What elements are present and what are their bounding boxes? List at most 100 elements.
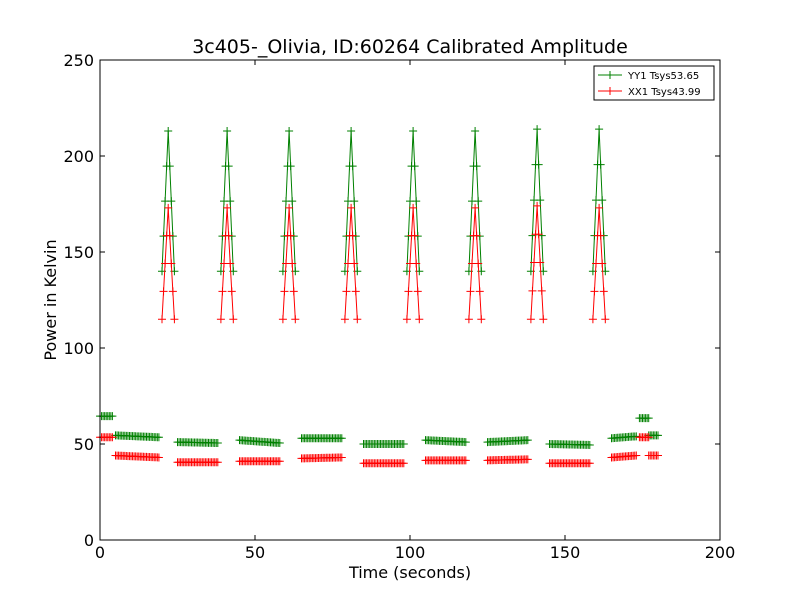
legend-label: YY1 Tsys53.65 bbox=[627, 71, 699, 82]
data-point bbox=[595, 203, 604, 212]
data-point bbox=[654, 451, 662, 460]
series-yy1 bbox=[96, 125, 662, 449]
data-point bbox=[275, 439, 284, 448]
data-point bbox=[285, 203, 294, 212]
data-point bbox=[164, 127, 173, 136]
data-point bbox=[340, 315, 349, 324]
data-point bbox=[350, 197, 359, 206]
data-point bbox=[164, 203, 173, 212]
data-point bbox=[167, 197, 176, 206]
data-point bbox=[229, 315, 238, 324]
data-point bbox=[399, 459, 408, 468]
data-point bbox=[533, 201, 542, 210]
plot-area: 0 50 100 150 200 0 50 100 150 200 250 bbox=[63, 51, 735, 562]
legend-box bbox=[593, 65, 715, 101]
data-point bbox=[350, 259, 359, 268]
data-point bbox=[474, 259, 483, 268]
data-point bbox=[351, 287, 360, 296]
chart-title: 3c405-_Olivia, ID:60264 Calibrated Ampli… bbox=[192, 36, 628, 58]
data-point bbox=[410, 162, 419, 171]
data-point bbox=[526, 315, 535, 324]
x-tick-label: 50 bbox=[245, 543, 265, 562]
data-point bbox=[409, 127, 418, 136]
data-point bbox=[466, 287, 475, 296]
x-tick-label: 0 bbox=[95, 543, 105, 562]
data-point bbox=[599, 287, 608, 296]
data-point bbox=[412, 259, 421, 268]
data-point bbox=[472, 231, 481, 240]
data-point bbox=[471, 203, 480, 212]
y-tick-label: 0 bbox=[84, 531, 94, 550]
data-point bbox=[165, 231, 174, 240]
data-point bbox=[537, 286, 546, 295]
data-point bbox=[598, 196, 607, 205]
data-point bbox=[348, 231, 357, 240]
data-point bbox=[533, 125, 542, 134]
data-point bbox=[601, 315, 610, 324]
data-point bbox=[170, 315, 179, 324]
data-point bbox=[472, 162, 481, 171]
tick-layer: 0 50 100 150 200 0 50 100 150 200 250 bbox=[63, 51, 735, 562]
data-point bbox=[278, 315, 287, 324]
data-point bbox=[286, 162, 295, 171]
data-point bbox=[402, 315, 411, 324]
legend-marker bbox=[606, 87, 614, 95]
data-point bbox=[539, 315, 548, 324]
data-point bbox=[285, 127, 294, 136]
data-point bbox=[213, 458, 222, 467]
data-point bbox=[348, 162, 357, 171]
data-point bbox=[337, 453, 346, 462]
data-point bbox=[226, 259, 235, 268]
data-point bbox=[223, 203, 232, 212]
data-point bbox=[471, 127, 480, 136]
data-point bbox=[536, 196, 545, 205]
data-point bbox=[588, 315, 597, 324]
data-point bbox=[644, 414, 653, 423]
data-point bbox=[224, 231, 233, 240]
series-xx1 bbox=[96, 201, 662, 468]
legend: YY1 Tsys53.65 XX1 Tsys43.99 bbox=[593, 65, 715, 101]
y-tick-label: 200 bbox=[63, 147, 94, 166]
data-point bbox=[108, 433, 117, 442]
data-point bbox=[534, 230, 543, 239]
data-point bbox=[289, 287, 298, 296]
data-point bbox=[286, 231, 295, 240]
data-point bbox=[464, 315, 473, 324]
x-axis-label: Time (seconds) bbox=[348, 563, 471, 582]
data-point bbox=[159, 287, 168, 296]
data-point bbox=[596, 160, 605, 169]
x-tick-label: 200 bbox=[705, 543, 736, 562]
data-point bbox=[596, 231, 605, 240]
data-point bbox=[590, 287, 599, 296]
legend-marker bbox=[606, 71, 614, 79]
data-point bbox=[536, 258, 545, 267]
data-point bbox=[342, 287, 351, 296]
data-point bbox=[409, 203, 418, 212]
data-point bbox=[226, 197, 235, 206]
data-point bbox=[523, 436, 532, 445]
data-point bbox=[475, 287, 484, 296]
y-tick-label: 50 bbox=[74, 435, 94, 454]
data-point bbox=[168, 287, 177, 296]
data-point bbox=[595, 125, 604, 134]
data-point bbox=[167, 259, 176, 268]
data-point bbox=[528, 286, 537, 295]
data-point bbox=[347, 127, 356, 136]
data-point bbox=[404, 287, 413, 296]
series-layer bbox=[96, 125, 662, 468]
data-point bbox=[353, 315, 362, 324]
y-axis-label: Power in Kelvin bbox=[41, 239, 60, 360]
legend-label: XX1 Tsys43.99 bbox=[628, 87, 701, 98]
data-point bbox=[154, 453, 163, 462]
data-point bbox=[461, 438, 470, 447]
data-point bbox=[158, 315, 166, 324]
data-point bbox=[534, 160, 543, 169]
data-point bbox=[223, 127, 232, 136]
data-point bbox=[461, 456, 470, 465]
data-point bbox=[644, 433, 653, 442]
data-point bbox=[415, 315, 424, 324]
data-point bbox=[275, 457, 284, 466]
y-tick-label: 150 bbox=[63, 243, 94, 262]
data-point bbox=[410, 231, 419, 240]
